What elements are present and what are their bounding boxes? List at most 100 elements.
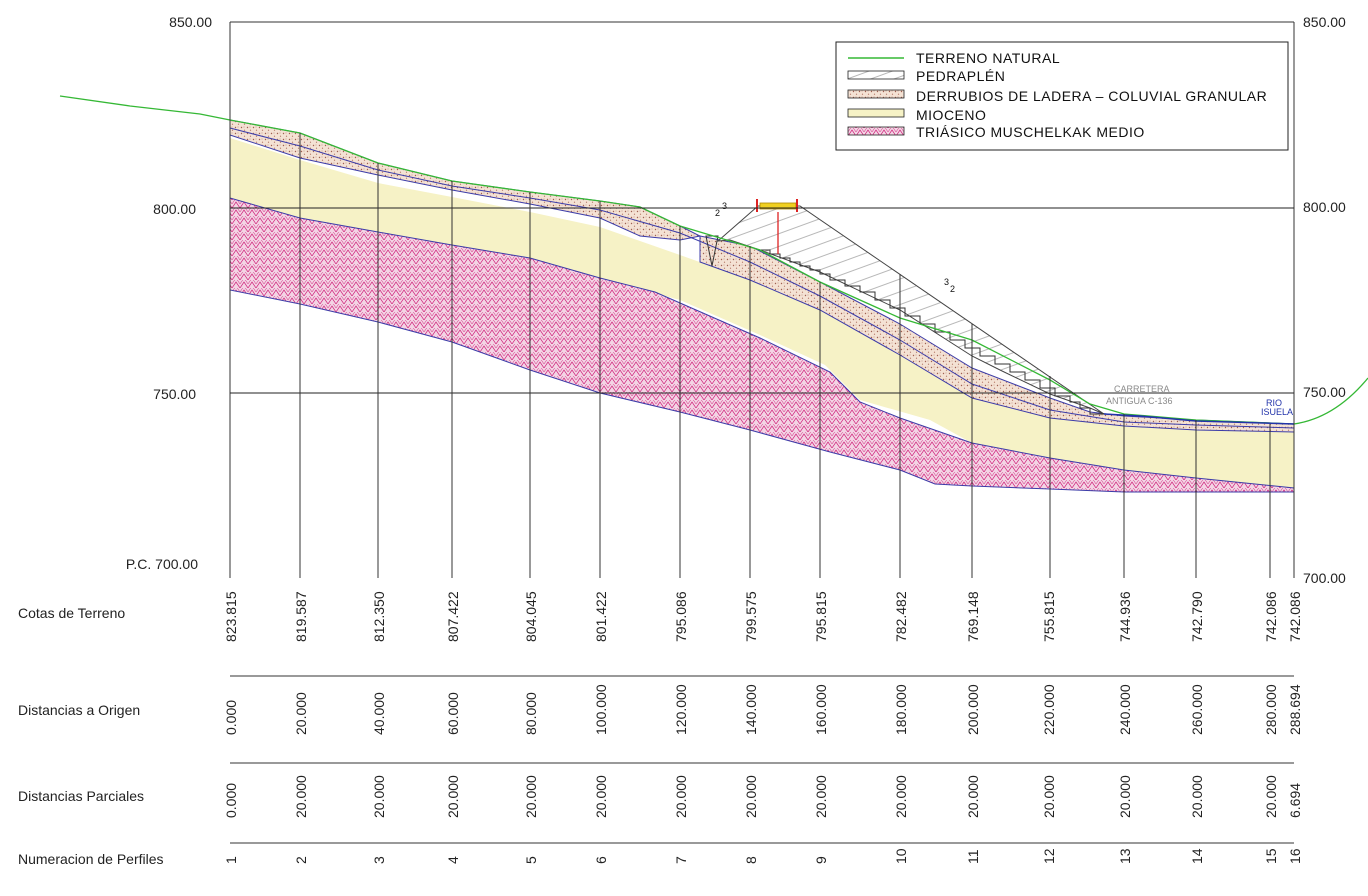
profile-verticals: [299, 133, 1271, 578]
cota-value-9: 795.815: [813, 591, 829, 642]
perfil-value-10: 10: [893, 848, 909, 864]
elev-right-800: 800.00: [1303, 199, 1346, 215]
legend: TERRENO NATURAL PEDRAPLÉN DERRUBIOS DE L…: [835, 41, 1289, 151]
origen-value-16: 288.694: [1287, 684, 1303, 735]
river-label-line1: RIO: [1266, 398, 1282, 408]
legend-label-pedraplen: PEDRAPLÉN: [916, 68, 1005, 84]
perfil-value-12: 12: [1041, 848, 1057, 864]
parcial-value-10: 20.000: [893, 775, 909, 818]
slope-left-num: 3: [722, 201, 727, 211]
mioceno-layer: [230, 138, 1294, 488]
cota-value-12: 755.815: [1041, 591, 1057, 642]
parcial-value-1: 0.000: [223, 783, 239, 818]
table-separators: [230, 675, 1294, 844]
origen-value-7: 120.000: [673, 684, 689, 735]
cota-value-15: 742.086: [1263, 591, 1279, 642]
parcial-value-14: 20.000: [1189, 775, 1205, 818]
cota-value-5: 804.045: [523, 591, 539, 642]
elev-left-800: 800.00: [153, 201, 196, 217]
origen-value-15: 280.000: [1263, 684, 1279, 735]
legend-swatch-mioceno: [847, 108, 905, 118]
origen-value-5: 80.000: [523, 692, 539, 735]
slope-annotation-left: 3 2: [715, 201, 727, 218]
legend-box: [835, 41, 1289, 151]
chart-frame: [229, 21, 1295, 578]
cota-value-6: 801.422: [593, 591, 609, 642]
elevation-labels-right: 850.00 800.00 750.00 700.00: [1303, 14, 1346, 586]
parcial-value-11: 20.000: [965, 775, 981, 818]
legend-label-mioceno: MIOCENO: [916, 107, 986, 123]
perfil-value-9: 9: [813, 856, 829, 864]
river-label: RIO ISUELA: [1261, 398, 1293, 417]
elev-left-850: 850.00: [169, 14, 212, 30]
origen-value-13: 240.000: [1117, 684, 1133, 735]
table-values: 823.815 819.587 812.350 807.422 804.045 801.4…: [223, 591, 1303, 864]
origen-value-2: 20.000: [293, 692, 309, 735]
origen-value-1: 0.000: [223, 700, 239, 735]
cota-value-3: 812.350: [371, 591, 387, 642]
perfil-value-7: 7: [673, 856, 689, 864]
origen-value-6: 100.000: [593, 684, 609, 735]
origen-value-10: 180.000: [893, 684, 909, 735]
legend-swatch-pedraplen: [847, 70, 905, 80]
perfil-value-1: 1: [223, 856, 239, 864]
parcial-value-12: 20.000: [1041, 775, 1057, 818]
parcial-value-4: 20.000: [445, 775, 461, 818]
legend-label-terreno: TERRENO NATURAL: [916, 50, 1060, 66]
road-label-line2: ANTIGUA C-136: [1106, 396, 1173, 406]
elev-right-700: 700.00: [1303, 570, 1346, 586]
parcial-value-8: 20.000: [743, 775, 759, 818]
road-label-line1: CARRETERA: [1114, 384, 1170, 394]
river-label-line2: ISUELA: [1261, 407, 1293, 417]
row-label-perfiles: Numeracion de Perfiles: [18, 851, 164, 867]
origen-value-9: 160.000: [813, 684, 829, 735]
cota-value-10: 782.482: [893, 591, 909, 642]
parcial-value-6: 20.000: [593, 775, 609, 818]
parcial-value-13: 20.000: [1117, 775, 1133, 818]
parcial-value-2: 20.000: [293, 775, 309, 818]
legend-swatch-triasico: [847, 126, 905, 136]
slope-left-den: 2: [715, 208, 720, 218]
origen-value-4: 60.000: [445, 692, 461, 735]
perfil-value-14: 14: [1189, 848, 1205, 864]
cota-value-16: 742.086: [1287, 591, 1303, 642]
origen-value-12: 220.000: [1041, 684, 1057, 735]
parcial-value-5: 20.000: [523, 775, 539, 818]
cota-value-8: 799.575: [743, 591, 759, 642]
elev-left-pc700: P.C. 700.00: [126, 556, 198, 572]
cota-value-2: 819.587: [293, 591, 309, 642]
perfil-value-11: 11: [965, 849, 981, 864]
cota-value-7: 795.086: [673, 591, 689, 642]
perfil-value-6: 6: [593, 856, 609, 864]
perfil-value-2: 2: [293, 856, 309, 864]
elev-right-850: 850.00: [1303, 14, 1346, 30]
perfil-value-4: 4: [445, 856, 461, 864]
legend-swatch-derrubios: [847, 89, 905, 99]
pedraplen-steps: [760, 249, 1104, 415]
terreno-natural-right-tail: [1293, 377, 1368, 425]
perfil-value-16: 16: [1287, 848, 1303, 864]
row-label-origen: Distancias a Origen: [18, 702, 140, 718]
legend-label-triasico: TRIÁSICO MUSCHELKAK MEDIO: [916, 124, 1145, 140]
perfil-value-3: 3: [371, 856, 387, 864]
geology-layers: [229, 119, 1295, 493]
table-row-labels: Cotas de Terreno Distancias a Origen Dis…: [18, 605, 164, 867]
origen-value-11: 200.000: [965, 684, 981, 735]
slope-right-num: 3: [944, 277, 949, 287]
perfil-value-13: 13: [1117, 848, 1133, 864]
origen-value-14: 260.000: [1189, 684, 1205, 735]
cota-value-14: 742.790: [1189, 591, 1205, 642]
parcial-value-15: 20.000: [1263, 775, 1279, 818]
legend-label-derrubios: DERRUBIOS DE LADERA – COLUVIAL GRANULAR: [916, 88, 1267, 104]
parcial-value-7: 20.000: [673, 775, 689, 818]
perfil-value-15: 15: [1263, 848, 1279, 864]
origen-value-3: 40.000: [371, 692, 387, 735]
elev-right-750: 750.00: [1303, 384, 1346, 400]
river-road-line: [1103, 413, 1295, 425]
slope-annotation-right: 3 2: [944, 277, 955, 294]
perfil-value-8: 8: [743, 856, 759, 864]
cota-value-13: 744.936: [1117, 591, 1133, 642]
parcial-value-9: 20.000: [813, 775, 829, 818]
perfil-value-5: 5: [523, 856, 539, 864]
